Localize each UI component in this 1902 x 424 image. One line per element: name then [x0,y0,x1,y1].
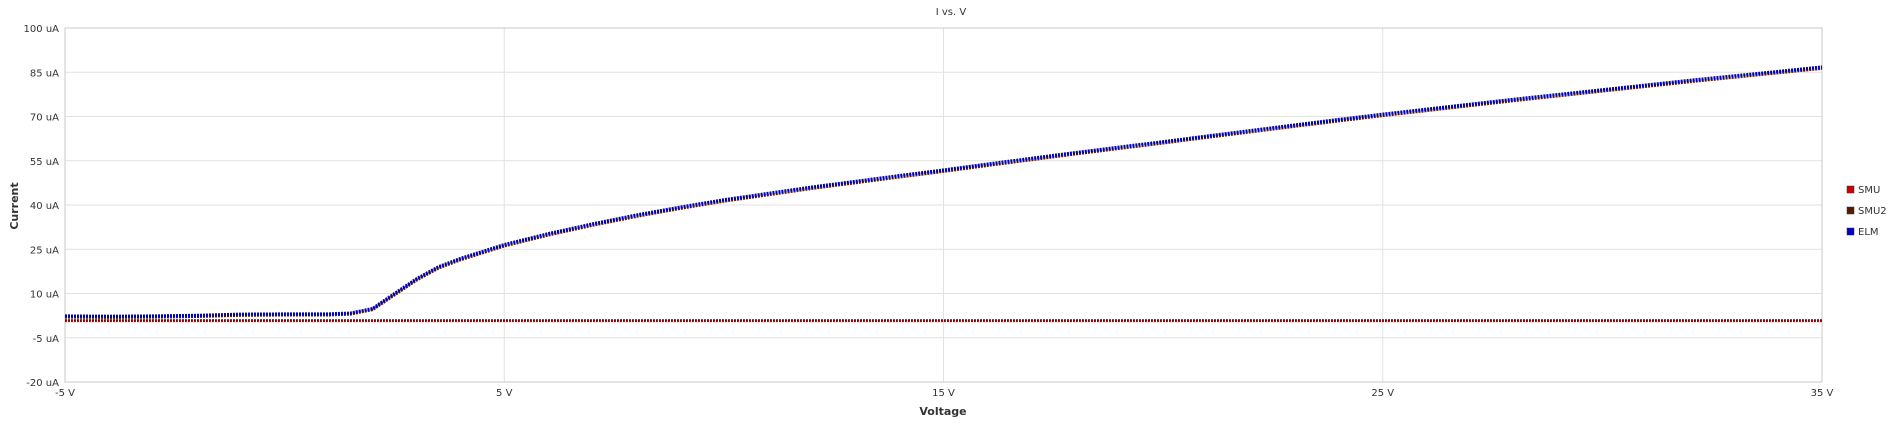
y-tick-label: 70 uA [30,113,59,124]
y-tick-label: -5 uA [33,334,59,345]
x-tick-labels: -5 V 5 V 15 V 25 V 35 V [55,388,1834,399]
legend-label-elm: ELM [1858,227,1879,238]
y-axis-title: Current [8,182,21,229]
plot-area-border [64,27,1823,383]
y-tick-labels: 100 uA 85 uA 70 uA 55 uA 40 uA 25 uA 10 uA -5 u… [24,24,60,389]
legend-label-smu: SMU [1858,185,1880,196]
y-tick-label: 10 uA [30,290,59,301]
grid [64,27,1823,383]
x-tick-label: 15 V [932,388,955,399]
x-tick-label: 25 V [1371,388,1394,399]
y-tick-label: 55 uA [30,157,59,168]
y-tick-label: 40 uA [30,201,59,212]
y-tick-label: 85 uA [30,68,59,79]
x-tick-label: -5 V [55,388,75,399]
y-tick-label: -20 uA [26,378,59,389]
x-tick-label: 35 V [1811,388,1834,399]
legend: SMU SMU2 ELM [1846,185,1887,238]
x-axis-title: Voltage [919,405,966,418]
legend-swatch-elm [1846,227,1855,236]
legend-label-smu2: SMU2 [1858,206,1887,217]
x-tick-label: 5 V [496,388,513,399]
legend-swatch-smu2 [1846,206,1855,215]
y-tick-label: 100 uA [24,24,60,35]
series-markers-elm [64,66,1823,317]
legend-swatch-smu [1846,185,1855,194]
y-tick-label: 25 uA [30,245,59,256]
series-lines [64,65,1823,323]
chart-title: I vs. V [936,7,967,18]
